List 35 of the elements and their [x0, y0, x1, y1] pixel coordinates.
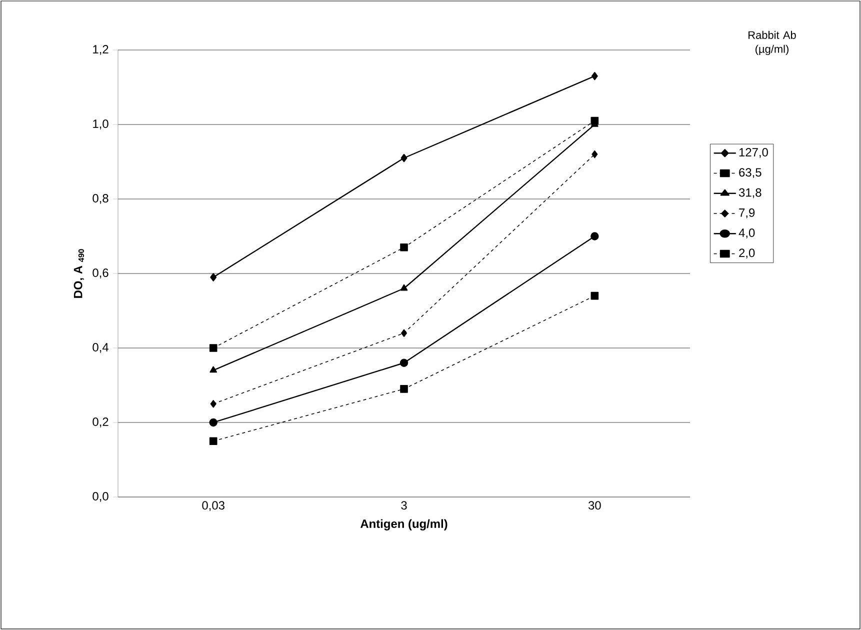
x-tick-label: 0,03 — [202, 501, 224, 512]
point — [400, 385, 408, 393]
legend-title: Rabbit Ab (µg/ml) — [748, 30, 796, 56]
legend-label: 2,0 — [739, 248, 755, 259]
point — [209, 344, 218, 352]
y-axis-title: DO, A $_{490}$ — [74, 249, 84, 298]
legend-label: 31,8 — [738, 188, 762, 198]
point — [400, 154, 408, 162]
legend-label: 127,0 — [739, 148, 768, 158]
y-tick-label: 0,6 — [92, 268, 108, 278]
point — [210, 400, 216, 408]
y-tick-label: 0,2 — [92, 418, 108, 428]
x-axis-title: Antigen (ug/ml) — [360, 519, 448, 530]
x-tick-label: 30 — [588, 501, 601, 510]
y-tick-label: 0,0 — [92, 492, 108, 502]
y-tick-label: 1,2 — [93, 45, 108, 55]
point — [210, 366, 217, 373]
point — [592, 150, 598, 158]
point — [210, 273, 217, 282]
y-tick-label: 1,0 — [93, 120, 108, 130]
point — [590, 292, 599, 300]
legend-label: 63,5 — [739, 168, 762, 178]
point — [400, 284, 408, 291]
x-tick-label: 3 — [401, 501, 407, 510]
y-tick-label: 0,8 — [92, 194, 108, 204]
point — [591, 72, 598, 80]
point — [400, 329, 408, 337]
legend-label: 7,9 — [739, 208, 755, 218]
point — [209, 418, 218, 427]
y-tick-label: 0,4 — [92, 343, 108, 353]
point — [590, 232, 599, 240]
point — [400, 244, 408, 252]
point — [400, 358, 408, 367]
point — [209, 437, 218, 446]
legend-label: 4,0 — [738, 228, 755, 238]
